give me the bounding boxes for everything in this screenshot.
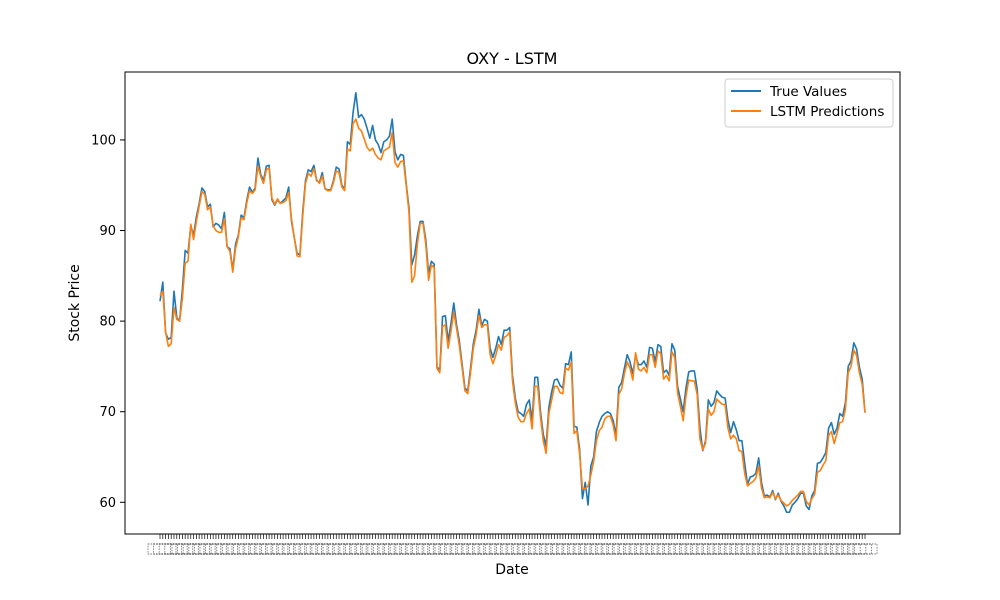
- legend-label-true-values: True Values: [769, 84, 847, 100]
- chart-title: OXY - LSTM: [467, 49, 558, 68]
- x-tick-label-glyphs: [852, 543, 878, 555]
- series-layer: [159, 92, 866, 514]
- x-tick-labels-overlapping: [147, 543, 878, 555]
- plot-frame: [124, 71, 901, 535]
- y-axis-label: Stock Price: [67, 264, 83, 341]
- x-axis-label: Date: [495, 562, 528, 578]
- y-tick-label: 80: [99, 315, 116, 330]
- y-tick-label: 100: [91, 133, 116, 148]
- y-tick-label: 70: [99, 405, 116, 420]
- series-line-lstm-predictions: [159, 118, 866, 507]
- y-tick-label: 90: [99, 224, 116, 239]
- x-axis-ticks: [159, 534, 866, 539]
- legend-label-lstm-predictions: LSTM Predictions: [770, 104, 884, 120]
- legend-box: [724, 78, 894, 128]
- y-tick-label: 60: [99, 496, 116, 511]
- legend: True Values LSTM Predictions: [724, 78, 894, 128]
- y-axis-ticks: 60 70 80 90 100: [91, 133, 125, 511]
